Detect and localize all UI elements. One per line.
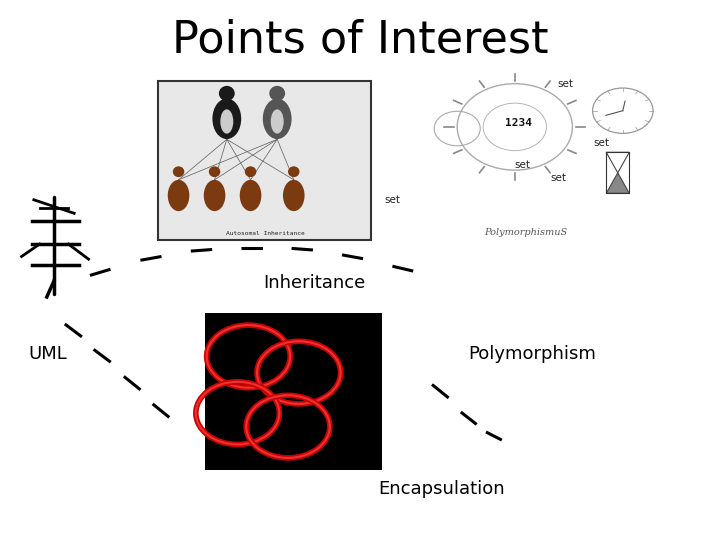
Ellipse shape — [168, 180, 189, 211]
Ellipse shape — [283, 180, 305, 211]
Text: set: set — [384, 195, 400, 205]
Text: set: set — [550, 173, 566, 183]
Ellipse shape — [269, 86, 285, 101]
Text: Encapsulation: Encapsulation — [378, 480, 505, 498]
Text: set: set — [593, 138, 609, 148]
Ellipse shape — [219, 86, 235, 101]
Ellipse shape — [245, 166, 256, 177]
Text: PolymorphismuS: PolymorphismuS — [484, 228, 567, 238]
Text: Autosomal Inheritance: Autosomal Inheritance — [225, 231, 305, 236]
Text: Polymorphism: Polymorphism — [468, 345, 596, 363]
Ellipse shape — [271, 109, 284, 133]
Text: set: set — [514, 160, 530, 170]
Text: 1234: 1234 — [505, 118, 532, 127]
FancyBboxPatch shape — [158, 81, 371, 240]
Ellipse shape — [173, 166, 184, 177]
Ellipse shape — [204, 180, 225, 211]
Text: Inheritance: Inheritance — [263, 274, 365, 293]
Ellipse shape — [263, 98, 292, 139]
Text: set: set — [557, 79, 573, 89]
Polygon shape — [606, 173, 629, 193]
Ellipse shape — [212, 98, 241, 139]
Ellipse shape — [220, 109, 233, 133]
Ellipse shape — [240, 180, 261, 211]
Ellipse shape — [209, 166, 220, 177]
Ellipse shape — [288, 166, 300, 177]
Text: Points of Interest: Points of Interest — [171, 19, 549, 62]
Text: UML: UML — [29, 345, 68, 363]
FancyBboxPatch shape — [205, 313, 382, 470]
